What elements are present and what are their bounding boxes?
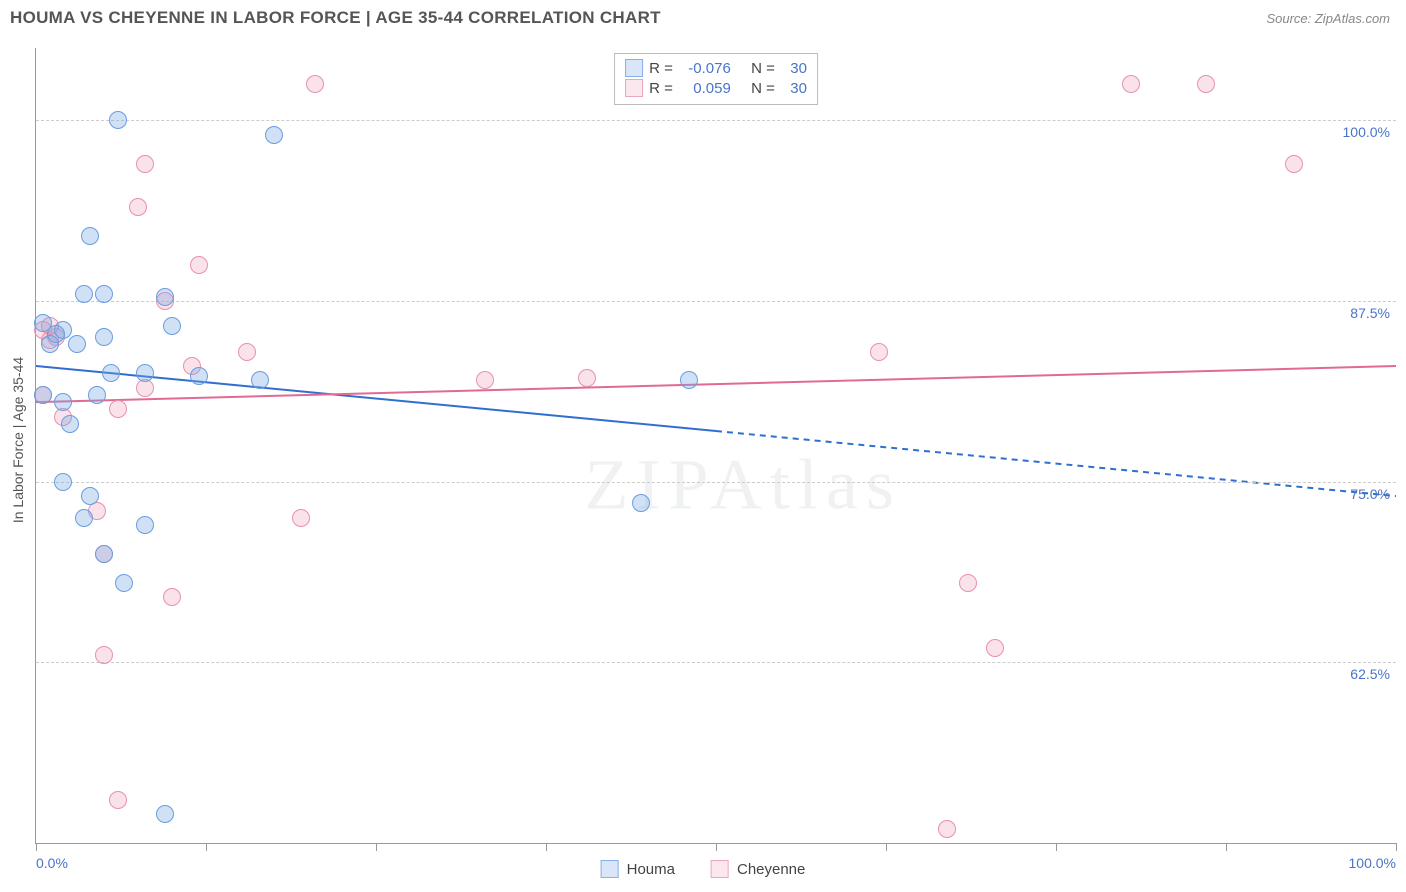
scatter-chart: ZIPAtlas R = -0.076 N = 30 R = 0.059 N =…: [35, 48, 1396, 844]
legend-item-cheyenne: Cheyenne: [711, 860, 805, 878]
gridline: [36, 662, 1396, 663]
legend-stats-row-cheyenne: R = 0.059 N = 30: [625, 78, 807, 98]
legend-item-houma: Houma: [601, 860, 675, 878]
n-value-cheyenne: 30: [781, 80, 807, 97]
y-axis-title: In Labor Force | Age 35-44: [10, 357, 26, 523]
r-value-cheyenne: 0.059: [679, 80, 731, 97]
x-tick-label: 100.0%: [1349, 855, 1396, 871]
watermark-text: ZIPAtlas: [585, 444, 902, 527]
legend-stats-row-houma: R = -0.076 N = 30: [625, 58, 807, 78]
r-label: R =: [649, 60, 673, 77]
gridline: [36, 482, 1396, 483]
x-tick-label: 0.0%: [36, 855, 68, 871]
scatter-point-houma: [680, 371, 698, 389]
chart-header: HOUMA VS CHEYENNE IN LABOR FORCE | AGE 3…: [0, 0, 1406, 34]
swatch-cheyenne: [711, 860, 729, 878]
scatter-point-houma: [109, 111, 127, 129]
scatter-point-houma: [102, 364, 120, 382]
scatter-point-houma: [163, 317, 181, 335]
y-tick-label: 75.0%: [1350, 486, 1390, 502]
scatter-point-houma: [34, 386, 52, 404]
r-label: R =: [649, 80, 673, 97]
scatter-point-cheyenne: [163, 588, 181, 606]
n-value-houma: 30: [781, 60, 807, 77]
n-label: N =: [751, 60, 775, 77]
scatter-point-cheyenne: [578, 369, 596, 387]
scatter-point-cheyenne: [1197, 75, 1215, 93]
n-label: N =: [751, 80, 775, 97]
scatter-point-houma: [68, 335, 86, 353]
x-tick: [1226, 843, 1227, 851]
scatter-point-houma: [95, 328, 113, 346]
scatter-point-cheyenne: [292, 509, 310, 527]
scatter-point-houma: [54, 393, 72, 411]
scatter-point-houma: [95, 285, 113, 303]
swatch-houma: [625, 59, 643, 77]
scatter-point-houma: [34, 314, 52, 332]
scatter-point-cheyenne: [986, 639, 1004, 657]
scatter-point-houma: [115, 574, 133, 592]
scatter-point-houma: [75, 509, 93, 527]
scatter-point-cheyenne: [129, 198, 147, 216]
scatter-point-houma: [54, 473, 72, 491]
x-tick: [1056, 843, 1057, 851]
scatter-point-cheyenne: [136, 155, 154, 173]
swatch-cheyenne: [625, 79, 643, 97]
scatter-point-cheyenne: [870, 343, 888, 361]
scatter-point-cheyenne: [109, 400, 127, 418]
scatter-point-cheyenne: [95, 646, 113, 664]
legend-label-houma: Houma: [627, 861, 675, 878]
x-tick: [206, 843, 207, 851]
scatter-point-houma: [251, 371, 269, 389]
scatter-point-houma: [190, 367, 208, 385]
scatter-point-cheyenne: [306, 75, 324, 93]
y-tick-label: 100.0%: [1343, 124, 1390, 140]
x-tick: [376, 843, 377, 851]
r-value-houma: -0.076: [679, 60, 731, 77]
scatter-point-cheyenne: [476, 371, 494, 389]
scatter-point-houma: [75, 285, 93, 303]
scatter-point-cheyenne: [190, 256, 208, 274]
y-tick-label: 62.5%: [1350, 666, 1390, 682]
y-tick-label: 87.5%: [1350, 305, 1390, 321]
x-tick: [1396, 843, 1397, 851]
gridline: [36, 301, 1396, 302]
chart-title: HOUMA VS CHEYENNE IN LABOR FORCE | AGE 3…: [10, 8, 661, 28]
scatter-point-houma: [95, 545, 113, 563]
scatter-point-cheyenne: [959, 574, 977, 592]
scatter-point-houma: [61, 415, 79, 433]
scatter-point-houma: [156, 288, 174, 306]
scatter-point-cheyenne: [109, 791, 127, 809]
x-tick: [546, 843, 547, 851]
bottom-legend: Houma Cheyenne: [601, 860, 806, 878]
trendlines-svg: [36, 48, 1396, 843]
x-tick: [886, 843, 887, 851]
gridline: [36, 120, 1396, 121]
swatch-houma: [601, 860, 619, 878]
legend-stats-box: R = -0.076 N = 30 R = 0.059 N = 30: [614, 53, 818, 105]
scatter-point-cheyenne: [238, 343, 256, 361]
scatter-point-houma: [88, 386, 106, 404]
scatter-point-houma: [81, 227, 99, 245]
scatter-point-houma: [136, 516, 154, 534]
scatter-point-cheyenne: [1285, 155, 1303, 173]
scatter-point-cheyenne: [1122, 75, 1140, 93]
scatter-point-houma: [156, 805, 174, 823]
x-tick: [716, 843, 717, 851]
scatter-point-houma: [81, 487, 99, 505]
scatter-point-houma: [136, 364, 154, 382]
scatter-point-cheyenne: [938, 820, 956, 838]
legend-label-cheyenne: Cheyenne: [737, 861, 805, 878]
scatter-point-houma: [632, 494, 650, 512]
source-attribution: Source: ZipAtlas.com: [1266, 11, 1390, 26]
scatter-point-houma: [265, 126, 283, 144]
x-tick: [36, 843, 37, 851]
